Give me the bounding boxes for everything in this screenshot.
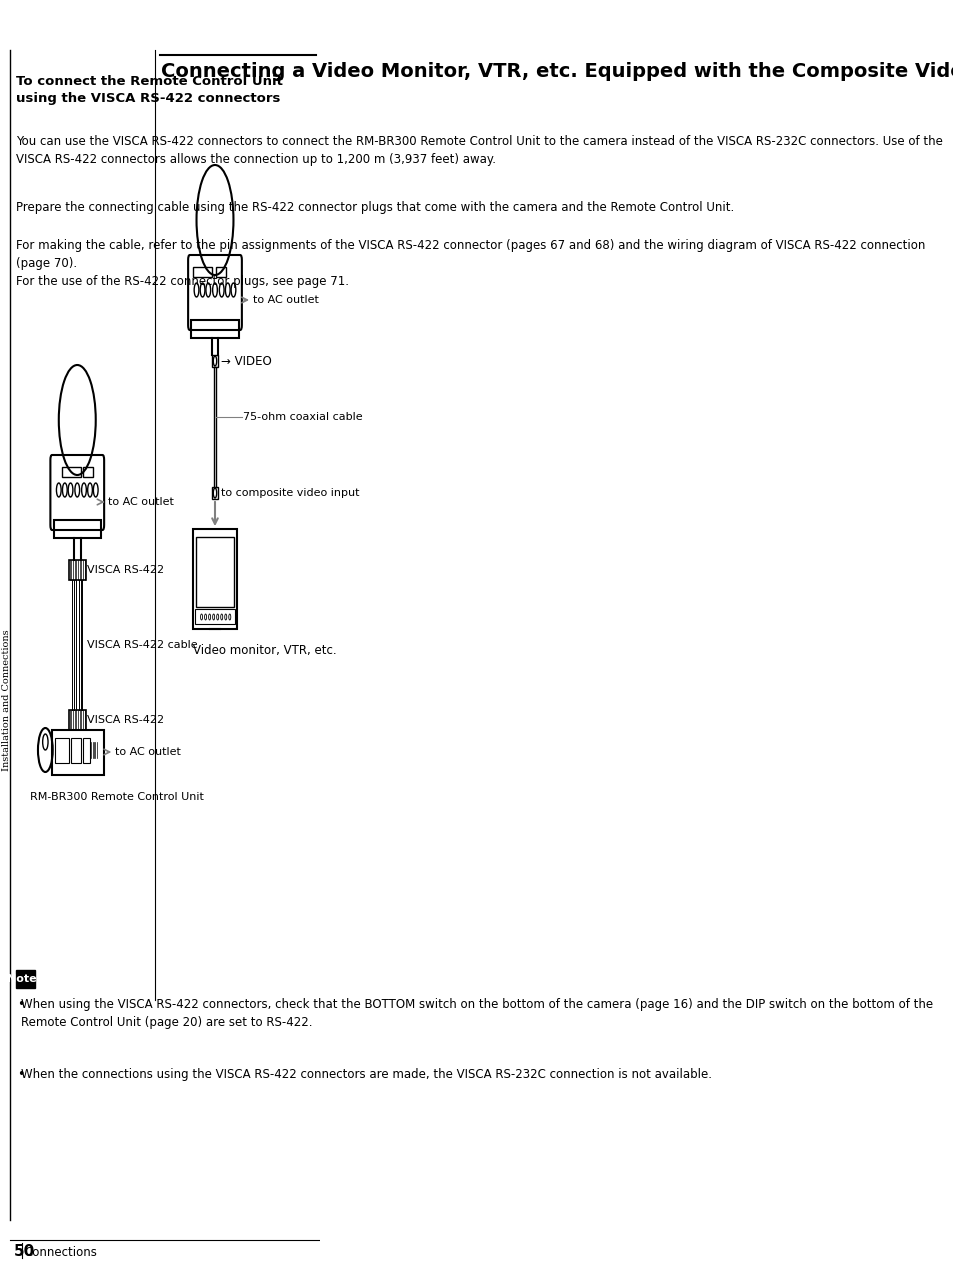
Text: 50: 50 <box>14 1245 35 1260</box>
Bar <box>193 529 236 629</box>
Bar <box>69 710 86 730</box>
Bar <box>83 468 93 476</box>
Text: •: • <box>17 1068 25 1082</box>
Bar <box>192 320 238 338</box>
Bar <box>83 738 90 763</box>
Bar <box>193 268 212 276</box>
Bar <box>62 468 81 476</box>
Text: to AC outlet: to AC outlet <box>108 497 173 507</box>
Text: For making the cable, refer to the pin assignments of the VISCA RS-422 connector: For making the cable, refer to the pin a… <box>16 240 924 288</box>
Bar <box>16 970 34 989</box>
Bar <box>215 268 226 276</box>
Bar <box>212 487 218 499</box>
Text: To connect the Remote Control Unit
using the VISCA RS-422 connectors: To connect the Remote Control Unit using… <box>16 75 283 104</box>
Text: When the connections using the VISCA RS-422 connectors are made, the VISCA RS-23: When the connections using the VISCA RS-… <box>21 1068 711 1082</box>
Bar <box>71 738 81 763</box>
Text: 75-ohm coaxial cable: 75-ohm coaxial cable <box>242 412 362 422</box>
Text: You can use the VISCA RS-422 connectors to connect the RM-BR300 Remote Control U: You can use the VISCA RS-422 connectors … <box>16 135 942 166</box>
Text: Video monitor, VTR, etc.: Video monitor, VTR, etc. <box>193 643 336 657</box>
Text: Connections: Connections <box>24 1246 97 1259</box>
Bar <box>55 738 69 763</box>
Text: → VIDEO: → VIDEO <box>221 354 272 367</box>
Text: VISCA RS-422: VISCA RS-422 <box>88 715 164 725</box>
Text: Connecting a Video Monitor, VTR, etc. Equipped with the Composite Video Input Co: Connecting a Video Monitor, VTR, etc. Eq… <box>161 62 953 82</box>
Text: Prepare the connecting cable using the RS-422 connector plugs that come with the: Prepare the connecting cable using the R… <box>16 201 734 214</box>
Text: Installation and Connections: Installation and Connections <box>2 629 10 771</box>
Bar <box>53 520 101 538</box>
Text: Notes: Notes <box>7 975 43 984</box>
Bar <box>212 355 218 367</box>
Text: RM-BR300 Remote Control Unit: RM-BR300 Remote Control Unit <box>30 792 204 803</box>
Text: to composite video input: to composite video input <box>221 488 359 498</box>
Bar <box>69 561 86 580</box>
Bar <box>195 538 233 606</box>
Text: When using the VISCA RS-422 connectors, check that the BOTTOM switch on the bott: When using the VISCA RS-422 connectors, … <box>21 998 932 1029</box>
Text: •: • <box>17 998 25 1012</box>
Bar <box>52 730 104 775</box>
Text: to AC outlet: to AC outlet <box>253 296 318 304</box>
Text: to AC outlet: to AC outlet <box>114 747 180 757</box>
Bar <box>194 609 234 624</box>
Text: VISCA RS-422: VISCA RS-422 <box>88 564 164 575</box>
Text: VISCA RS-422 cable: VISCA RS-422 cable <box>88 640 198 650</box>
